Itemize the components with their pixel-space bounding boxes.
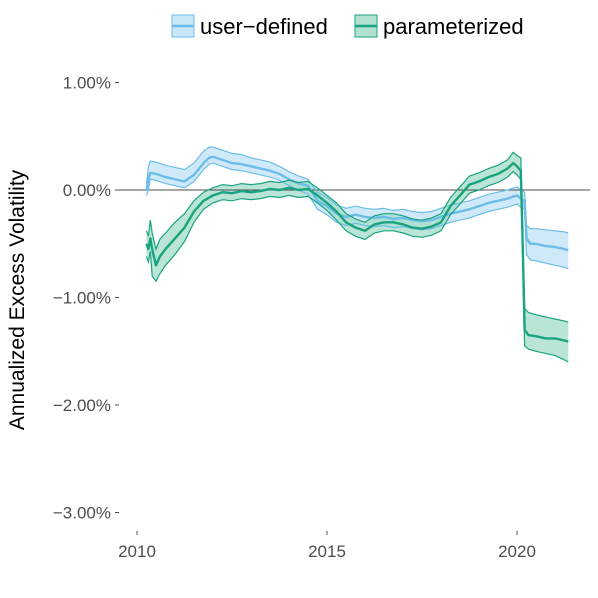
band-upper-edge-user-defined (145, 146, 569, 234)
legend-label-parameterized: parameterized (383, 14, 524, 39)
y-axis-title: Annualized Excess Volatility (6, 169, 29, 430)
series-line-parameterized (145, 161, 569, 343)
band-user-defined (146, 147, 569, 269)
x-tick-label: 2015 (308, 542, 346, 561)
band-parameterized (146, 152, 569, 362)
y-tick-label: −1.00% (53, 289, 111, 308)
x-tick-label: 2020 (498, 542, 536, 561)
confidence-bands (146, 147, 569, 362)
series-line-user-defined (145, 155, 569, 252)
y-tick-label: −2.00% (53, 396, 111, 415)
y-tick-label: −3.00% (53, 504, 111, 523)
band-lower-edge-user-defined (145, 162, 569, 270)
series-lines (145, 146, 569, 363)
x-tick-label: 2010 (118, 542, 156, 561)
legend-label-user-defined: user−defined (200, 14, 328, 39)
band-lower-edge-parameterized (145, 170, 569, 363)
legend: user−defined parameterized (171, 14, 524, 39)
band-upper-edge-parameterized (145, 151, 569, 323)
y-tick-label: 0.00% (63, 181, 111, 200)
y-axis: 1.00% 0.00% −1.00% −2.00% −3.00% (53, 74, 119, 523)
x-axis: 2010 2015 2020 (118, 531, 536, 561)
plot-area (118, 146, 590, 363)
y-tick-label: 1.00% (63, 74, 111, 93)
